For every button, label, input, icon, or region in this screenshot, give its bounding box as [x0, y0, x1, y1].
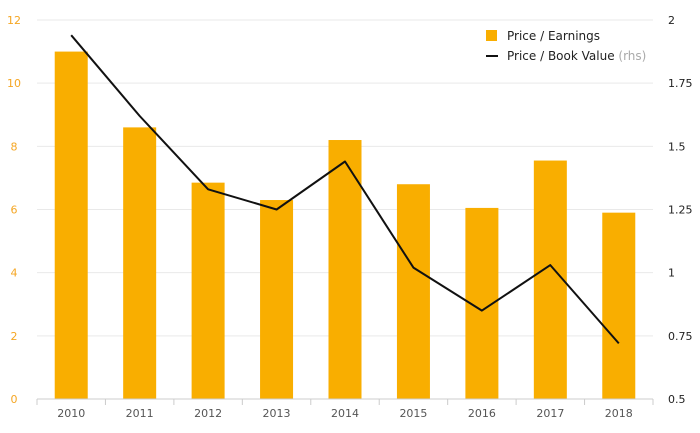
x-tick-label: 2014 [331, 407, 359, 420]
y-right-tick-label: 0.5 [668, 393, 686, 406]
y-right-tick-label: 2 [668, 14, 675, 27]
legend: Price / Earnings Price / Book Value (rhs… [486, 29, 646, 63]
y-right-tick-label: 1.75 [668, 77, 693, 90]
x-tick-label: 2010 [57, 407, 85, 420]
y-right-tick-label: 1.25 [668, 204, 693, 217]
y-axis-left: 0 2 4 6 8 10 12 [7, 14, 21, 406]
x-tick-label: 2018 [605, 407, 633, 420]
legend-swatch-price-earnings [486, 30, 497, 41]
y-right-tick-label: 1.5 [668, 140, 686, 153]
bar [123, 127, 157, 399]
x-tick-label: 2012 [194, 407, 222, 420]
x-tick-label: 2017 [536, 407, 564, 420]
bar [260, 200, 294, 399]
y-left-tick-label: 4 [11, 267, 18, 280]
legend-label-price-earnings: Price / Earnings [507, 29, 600, 43]
bar [54, 51, 88, 399]
y-left-tick-label: 2 [11, 330, 18, 343]
bar [396, 184, 430, 399]
y-left-tick-label: 8 [11, 140, 18, 153]
y-right-tick-label: 0.75 [668, 330, 693, 343]
bar [191, 182, 225, 399]
x-tick-label: 2015 [399, 407, 427, 420]
x-tick-label: 2011 [126, 407, 154, 420]
x-tick-label: 2013 [263, 407, 291, 420]
y-left-tick-label: 6 [11, 204, 18, 217]
bar [533, 160, 567, 399]
svg-text:Price / Book Value (rhs): Price / Book Value (rhs) [507, 49, 646, 63]
y-left-tick-label: 10 [7, 77, 21, 90]
legend-label-price-book: Price / Book Value [507, 49, 615, 63]
x-axis: 2010 2011 2012 2013 2014 2015 2016 2017 2018 [36, 398, 654, 420]
line-series [70, 34, 620, 345]
bar-series [54, 51, 636, 399]
y-left-tick-label: 12 [7, 14, 21, 27]
y-axis-right: 0.5 0.75 1 1.25 1.5 1.75 2 [668, 14, 693, 406]
bar [328, 140, 362, 399]
y-right-tick-label: 1 [668, 267, 675, 280]
bar [602, 212, 636, 399]
x-tick-label: 2016 [468, 407, 496, 420]
y-left-tick-label: 0 [11, 393, 18, 406]
legend-label-rhs: (rhs) [618, 49, 646, 63]
